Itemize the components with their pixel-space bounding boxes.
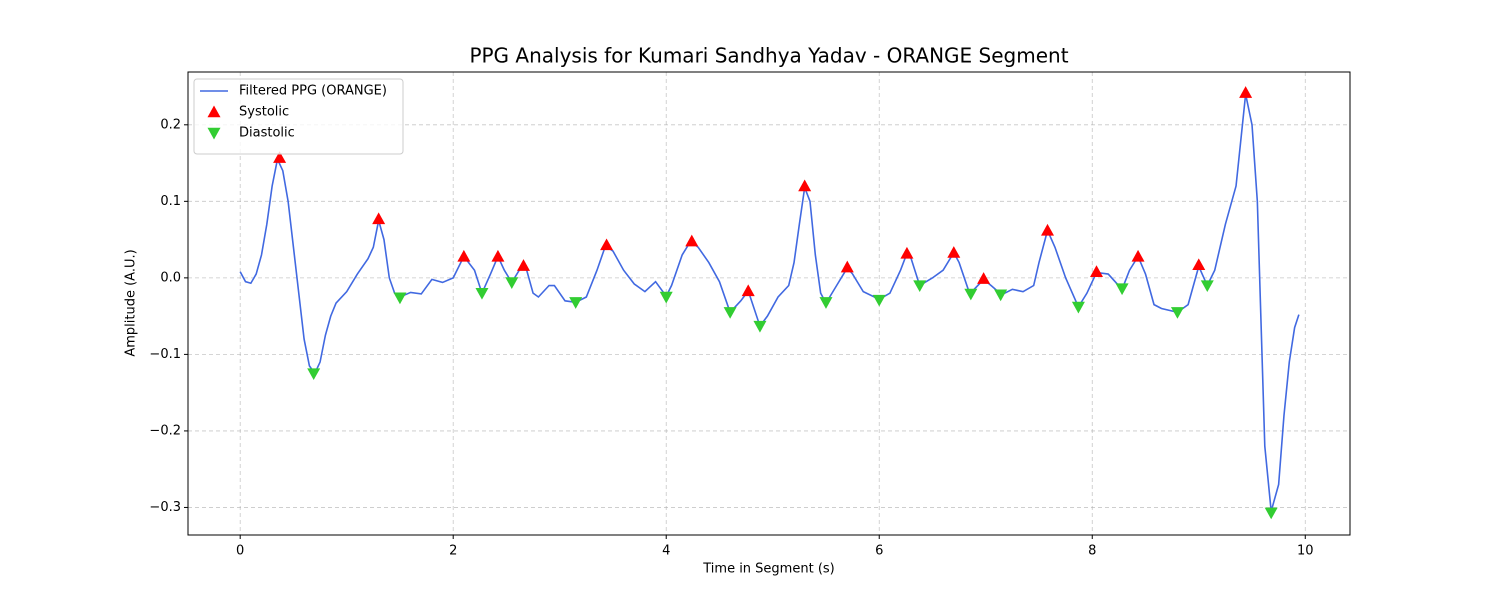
diastolic-marker [1170, 307, 1184, 319]
diastolic-marker [1071, 301, 1085, 314]
x-tick-label: 4 [662, 544, 670, 559]
diastolic-marker [1264, 507, 1278, 520]
chart-title: PPG Analysis for Kumari Sandhya Yadav - … [469, 44, 1068, 68]
y-tick-label: −0.2 [149, 423, 181, 438]
systolic-marker [1192, 258, 1206, 271]
diastolic-marker [659, 291, 673, 304]
x-tick-label: 2 [449, 544, 457, 559]
x-axis-label: Time in Segment (s) [702, 562, 834, 577]
systolic-marker [947, 246, 961, 258]
legend-label: Filtered PPG (ORANGE) [239, 84, 387, 99]
systolic-marker [977, 272, 991, 284]
y-tick-label: 0.1 [160, 194, 181, 209]
diastolic-marker [393, 292, 407, 305]
diastolic-marker [964, 288, 978, 301]
diastolic-marker [723, 307, 737, 319]
y-tick-label: 0.0 [160, 270, 181, 285]
systolic-marker [1041, 223, 1055, 236]
y-tick-label: 0.2 [160, 117, 181, 132]
systolic-marker [516, 259, 530, 271]
legend-box [193, 78, 404, 155]
ppg-line [239, 94, 1300, 512]
diastolic-marker [505, 277, 519, 289]
diastolic-marker [819, 297, 833, 309]
plot-frame [187, 71, 1351, 536]
y-axis-label: Amplitude (A.U.) [124, 249, 139, 356]
systolic-marker [685, 234, 699, 247]
systolic-marker [600, 238, 614, 251]
x-tick-label: 0 [236, 544, 244, 559]
diastolic-marker [872, 294, 886, 307]
legend-marker [207, 127, 221, 140]
systolic-marker [900, 246, 914, 259]
diastolic-marker [475, 287, 489, 300]
systolic-marker [273, 151, 287, 163]
legend-marker [207, 105, 221, 118]
legend-label: Diastolic [239, 126, 295, 141]
y-tick-label: −0.3 [149, 500, 181, 515]
y-tick-label: −0.1 [149, 347, 181, 362]
systolic-marker [1239, 86, 1253, 98]
x-tick-label: 8 [1088, 544, 1096, 559]
diastolic-marker [569, 297, 583, 309]
diastolic-marker [1115, 283, 1129, 296]
systolic-marker [491, 249, 505, 262]
diastolic-marker [1200, 280, 1214, 293]
diastolic-marker [913, 280, 927, 293]
diastolic-marker [753, 320, 767, 333]
diastolic-marker [994, 289, 1008, 302]
systolic-marker [840, 260, 854, 273]
systolic-marker [798, 179, 812, 192]
systolic-marker [741, 284, 755, 297]
systolic-marker [1090, 265, 1104, 277]
systolic-marker [372, 212, 386, 225]
x-tick-label: 6 [875, 544, 883, 559]
diastolic-marker [307, 368, 321, 381]
systolic-marker [1131, 249, 1145, 262]
legend-label: Systolic [239, 105, 289, 120]
systolic-marker [457, 249, 471, 262]
x-tick-label: 10 [1297, 544, 1314, 559]
